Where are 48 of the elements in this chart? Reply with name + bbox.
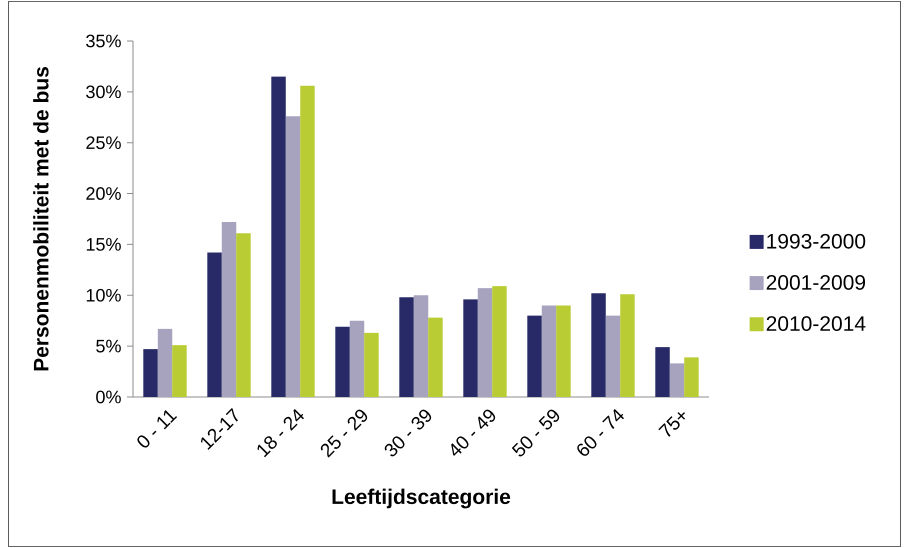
y-tick-label: 15% [86,238,121,251]
y-axis-title: Personenmobiliteit met de bus [33,66,49,370]
bar [364,332,379,397]
bar [620,294,635,397]
bar [207,252,222,397]
bar [222,222,236,397]
legend-label: 1993-2000 [767,234,866,249]
bar [655,347,670,397]
y-tick-label: 30% [86,85,121,98]
y-tick-label: 25% [86,136,121,150]
bar [684,357,699,397]
bar [556,305,571,397]
y-tick-label: 20% [86,187,121,200]
bar [300,86,315,397]
bar [399,297,414,397]
bar [172,345,187,397]
x-axis-title: Leeftijdscategorie [332,488,510,508]
bar [492,286,507,397]
y-tick-label: 35% [86,34,121,48]
y-tick-label: 0% [96,390,121,404]
x-tick-label: 40 - 49 [451,410,496,456]
bar [271,76,286,397]
bar [542,305,556,397]
bar [286,116,300,397]
bar [606,316,620,397]
y-tick-label: 10% [86,288,121,302]
legend-label: 2001-2009 [766,274,866,290]
bar [414,295,428,397]
bar [158,328,172,397]
x-tick-label: 0 - 11 [137,410,178,448]
x-tick-label: 75+ [658,412,686,437]
bar [527,316,542,397]
bar [463,299,478,397]
bar [670,363,684,397]
x-tick-label: 30 - 39 [384,410,432,456]
bar [236,233,251,397]
x-tick-label: 60 - 74 [577,408,624,456]
x-tick-label: 50 - 59 [512,410,560,456]
x-tick-label: 25 - 29 [320,410,368,458]
legend-label: 2010-2014 [766,316,866,332]
y-tick-label: 5% [96,340,121,352]
bar [143,349,158,397]
bar [591,293,606,397]
bar [335,326,350,397]
bar [350,320,364,397]
bar [478,288,492,397]
bar [428,318,443,397]
x-tick-label: 18 - 24 [257,408,304,458]
